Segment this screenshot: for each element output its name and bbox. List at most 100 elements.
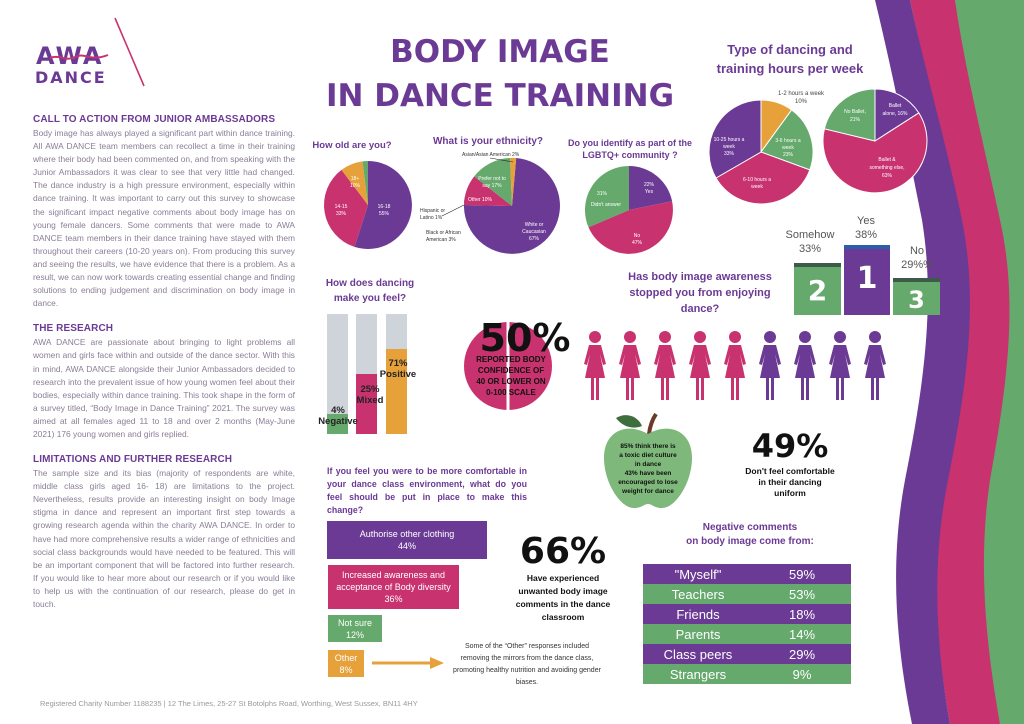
svg-text:16-18: 16-18 — [378, 204, 391, 210]
svg-text:White or: White or — [525, 222, 544, 228]
svg-text:Ballet: Ballet — [889, 103, 902, 109]
apple-icon — [604, 412, 692, 508]
hours-title-line-1: Type of dancing and — [727, 42, 853, 57]
comfort-option-clothing: Authorise other clothing 44% — [327, 521, 487, 559]
comments-desc: Have experienced unwanted body image com… — [515, 573, 611, 622]
svg-text:American 3%: American 3% — [426, 237, 456, 243]
negative-comments-table: "Myself" 59% Teachers 53% Friends 18% Paren… — [643, 564, 851, 684]
svg-text:alone, 16%: alone, 16% — [882, 111, 908, 117]
svg-text:something else,: something else, — [869, 165, 904, 171]
svg-text:Black or African: Black or African — [426, 230, 461, 236]
comfort-option-other: Other 8% — [328, 650, 364, 677]
enjoy-question: Has body image awareness stopped you fro… — [628, 271, 772, 315]
ethnicity-chart-title: What is your ethnicity? — [432, 136, 543, 147]
svg-text:63%: 63% — [882, 173, 893, 179]
svg-text:21%: 21% — [850, 117, 861, 123]
title-line-2: IN DANCE TRAINING — [325, 78, 675, 114]
svg-text:31%: 31% — [597, 191, 608, 197]
comfort-question: If you feel you were to be more comforta… — [327, 466, 527, 515]
table-row: Friends 18% — [643, 604, 851, 624]
footer: Registered Charity Number 1188235 | 12 T… — [40, 699, 418, 708]
hours-label-1-2: 1-2 hours a week 10% — [778, 91, 825, 105]
podium-no-label: No 29%% — [901, 245, 933, 271]
svg-text:14-15: 14-15 — [335, 204, 348, 210]
page-title: BODY IMAGE IN DANCE TRAINING — [310, 30, 690, 118]
svg-text:18+: 18+ — [351, 176, 360, 182]
table-row: Strangers 9% — [643, 664, 851, 684]
age-chart-title: How old are you? — [312, 140, 392, 151]
uniform-desc: Don't feel comfortable in their dancing … — [745, 466, 835, 498]
feel-bar-positive — [386, 314, 407, 434]
svg-text:47%: 47% — [632, 240, 643, 246]
negative-comments-title: Negative comments on body image come fro… — [686, 522, 814, 547]
podium-first: 1 — [844, 245, 890, 315]
svg-text:Hispanic or: Hispanic or — [420, 208, 445, 214]
svg-text:Asian/Asian American 2%: Asian/Asian American 2% — [462, 152, 520, 158]
section-heading-call-to-action: CALL TO ACTION FROM JUNIOR AMBASSADORS — [33, 114, 276, 125]
table-row: Class peers 29% — [643, 644, 851, 664]
svg-text:week: week — [782, 145, 794, 151]
svg-text:Latino 1%: Latino 1% — [420, 215, 443, 221]
comfort-option-awareness: Increased awareness and acceptance of Bo… — [328, 565, 459, 609]
section-text-call-to-action: Body image has always played a significa… — [33, 128, 295, 309]
svg-text:Prefer not to: Prefer not to — [478, 176, 506, 182]
feel-label-negative: 4% Negative — [318, 405, 358, 427]
svg-text:Caucasian: Caucasian — [522, 229, 546, 235]
svg-text:No Ballet,: No Ballet, — [844, 109, 866, 115]
svg-text:33%: 33% — [724, 151, 735, 157]
feel-label-positive: 71% Positive — [379, 358, 417, 380]
logo-awa: AWA — [36, 42, 104, 70]
svg-text:22%: 22% — [644, 182, 655, 188]
svg-text:3-6 hours a: 3-6 hours a — [775, 138, 801, 144]
table-row: Teachers 53% — [643, 584, 851, 604]
comfort-option-not-sure: Not sure 12% — [328, 615, 382, 642]
feel-label-mixed: 25% Mixed — [356, 384, 384, 406]
podium-somehow-label: Somehow 33% — [785, 229, 835, 255]
women-figures — [584, 331, 886, 400]
feel-bar-negative — [327, 314, 348, 434]
hours-title-line-2: training hours per week — [716, 61, 864, 76]
svg-text:Didn't answer: Didn't answer — [591, 202, 621, 208]
hours-chart-title: Type of dancing and training hours per w… — [700, 40, 880, 78]
svg-text:No: No — [634, 233, 641, 239]
lgbtq-title-line-2: LGBTQ+ community ? — [582, 150, 678, 160]
section-text-research: AWA DANCE are passionate about bringing … — [33, 337, 295, 439]
svg-text:Yes: Yes — [645, 189, 654, 195]
section-heading-limitations: LIMITATIONS AND FURTHER RESEARCH — [33, 454, 233, 466]
ethnicity-pie-chart: Prefer not to say 17% Other 10% White or… — [420, 152, 560, 254]
ballet-pie-chart: Ballet alone, 16% No Ballet, 21% Ballet … — [822, 88, 928, 194]
svg-text:Other 10%: Other 10% — [468, 197, 492, 203]
logo: AWA DANCE — [32, 16, 152, 88]
section-text-limitations: The sample size and its bias (majority o… — [33, 468, 295, 609]
svg-text:55%: 55% — [379, 211, 390, 217]
section-heading-research: THE RESEARCH — [33, 323, 114, 335]
confidence-pct: 50% — [479, 316, 571, 360]
table-row: Parents 14% — [643, 624, 851, 644]
comments-pct: 66% — [519, 531, 607, 572]
other-responses-note: Some of the “Other” responses included r… — [453, 643, 601, 686]
podium-yes-label: Yes 38% — [854, 215, 878, 241]
svg-text:say 17%: say 17% — [482, 183, 502, 189]
svg-text:week: week — [751, 184, 763, 190]
text-column: CALL TO ACTION FROM JUNIOR AMBASSADORS B… — [33, 114, 295, 611]
feel-bar-mixed — [356, 314, 377, 434]
feel-chart-title: How does dancing make you feel? — [325, 278, 415, 304]
svg-text:10%: 10% — [350, 183, 361, 189]
confidence-ring-icon — [464, 320, 552, 412]
apple-text: 85% think there is a toxic diet culture … — [618, 443, 678, 495]
podium-third: 3 — [893, 278, 940, 315]
svg-text:23%: 23% — [783, 152, 794, 158]
confidence-desc: REPORTED BODY CONFIDENCE OF 40 OR LOWER … — [476, 355, 546, 397]
hours-pie-chart: 10-25 hours a week 33% 3-6 hours a week … — [708, 99, 814, 205]
arrow-right-icon — [372, 657, 444, 669]
lgbtq-title-line-1: Do you identify as part of the — [567, 138, 692, 148]
uniform-pct: 49% — [751, 427, 829, 465]
podium-second: 2 — [794, 263, 841, 315]
svg-text:Ballet &: Ballet & — [878, 157, 896, 163]
lgbtq-pie-chart: 22% Yes 31% Didn't answer No 47% — [584, 166, 673, 254]
logo-dance: DANCE — [35, 68, 107, 87]
svg-text:6-10 hours a: 6-10 hours a — [743, 177, 771, 183]
table-row: "Myself" 59% — [643, 564, 851, 584]
svg-text:week: week — [723, 144, 735, 150]
